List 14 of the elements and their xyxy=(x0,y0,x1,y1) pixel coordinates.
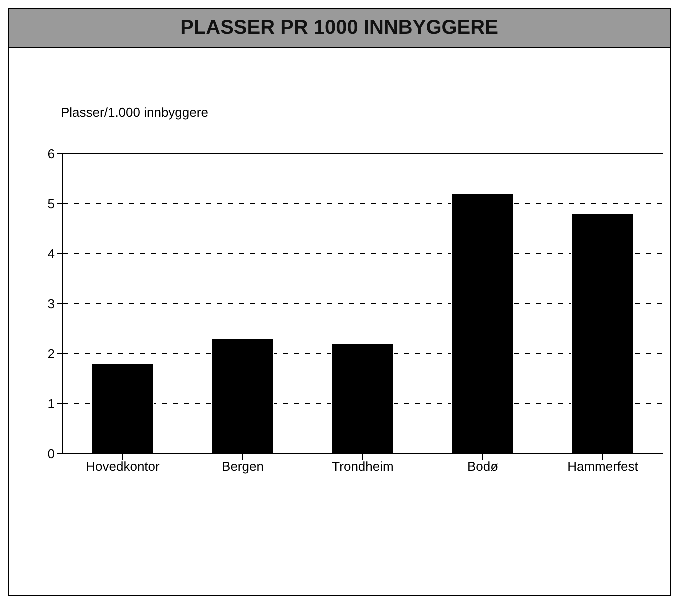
y-tick-label: 6 xyxy=(48,146,55,162)
x-tick-label: Trondheim xyxy=(332,459,394,474)
y-tick-label: 0 xyxy=(48,446,55,462)
y-tick-label: 1 xyxy=(48,396,55,412)
y-axis-title: Plasser/1.000 innbyggere xyxy=(61,105,208,120)
x-tick-label: Hammerfest xyxy=(568,459,639,474)
x-tick-label: Bergen xyxy=(222,459,264,474)
y-tick-label: 2 xyxy=(48,346,55,362)
x-tick-label: Hovedkontor xyxy=(86,459,161,474)
y-tick-label: 3 xyxy=(48,296,55,312)
chart-title: PLASSER PR 1000 INNBYGGERE xyxy=(9,9,670,48)
y-tick-label: 5 xyxy=(48,196,55,212)
x-tick-label: Bodø xyxy=(467,459,499,474)
y-tick-label: 4 xyxy=(48,246,55,262)
